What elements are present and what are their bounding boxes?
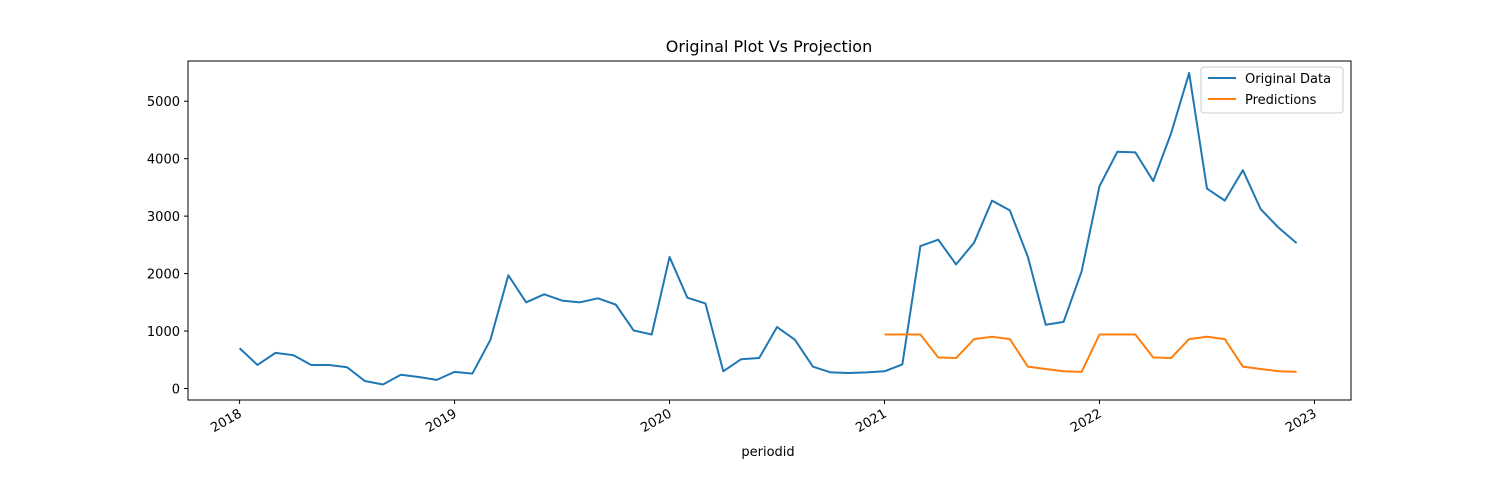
series-line-predictions [884, 333, 1297, 373]
y-tick-label: 1000 [147, 325, 180, 340]
legend: Original Data Predictions [1200, 66, 1344, 114]
y-tick-label: 5000 [147, 95, 180, 110]
x-tick-label: 2023 [1283, 406, 1319, 436]
x-tick-label: 2019 [423, 406, 459, 436]
x-tick-label: 2018 [208, 406, 244, 436]
y-tick-label: 2000 [147, 268, 180, 283]
chart-title: Original Plot Vs Projection [666, 37, 872, 56]
series-line-original-data [238, 72, 1298, 386]
y-tick-label: 3000 [147, 210, 180, 225]
y-tick-label: 4000 [147, 153, 180, 168]
legend-label-predictions: Predictions [1245, 93, 1317, 108]
x-tick-label: 2020 [638, 406, 674, 436]
plot-area-frame [187, 60, 1352, 401]
x-tick-label: 2022 [1068, 406, 1104, 436]
legend-label-original: Original Data [1245, 72, 1331, 87]
x-tick-label: 2021 [853, 406, 889, 436]
y-tick-label: 0 [172, 383, 180, 398]
legend-frame [1200, 66, 1344, 114]
x-axis-label: periodid [741, 445, 794, 460]
